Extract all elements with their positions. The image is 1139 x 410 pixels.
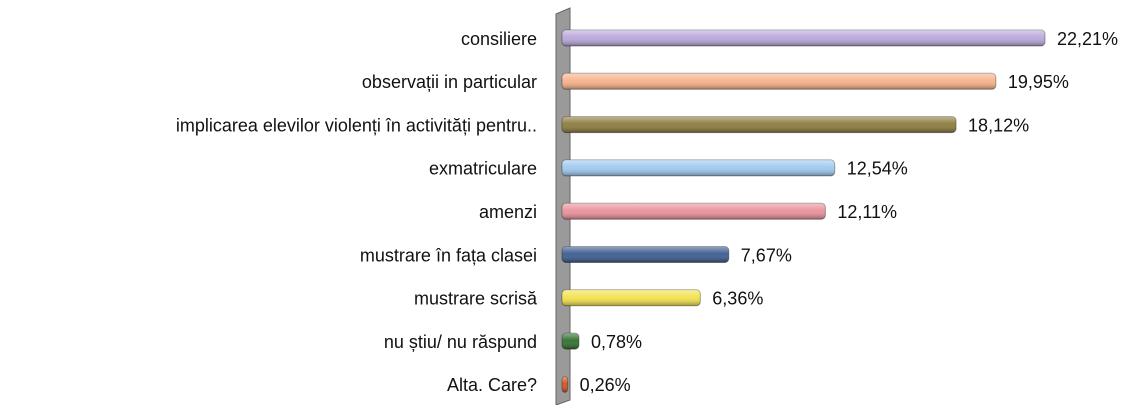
bar-shade xyxy=(562,73,996,90)
category-label: nu știu/ nu răspund xyxy=(384,332,537,352)
value-label: 0,78% xyxy=(591,332,642,352)
category-label: observații in particular xyxy=(362,72,537,92)
bar-shade xyxy=(562,376,568,393)
value-label: 12,54% xyxy=(847,159,908,179)
category-label: mustrare scrisă xyxy=(414,289,538,309)
bar-shade xyxy=(562,30,1045,46)
category-label: Alta. Care? xyxy=(447,375,537,395)
bar-shade xyxy=(562,159,835,176)
value-label: 12,11% xyxy=(837,202,897,222)
category-label: implicarea elevilor violenți în activită… xyxy=(176,115,537,135)
bar-shade xyxy=(562,203,826,220)
bar-shade xyxy=(562,246,729,263)
value-label: 19,95% xyxy=(1008,72,1069,92)
value-label: 0,26% xyxy=(580,375,631,395)
bar-shade xyxy=(562,333,579,350)
bar-shade xyxy=(562,116,957,133)
category-label: amenzi xyxy=(479,202,537,222)
value-label: 6,36% xyxy=(712,289,763,309)
category-label: mustrare în fața clasei xyxy=(360,245,537,265)
value-label: 18,12% xyxy=(968,115,1029,135)
category-label: consiliere xyxy=(461,29,537,49)
value-label: 7,67% xyxy=(741,245,792,265)
bar-shade xyxy=(562,289,701,306)
value-label: 22,21% xyxy=(1057,29,1118,49)
category-label: exmatriculare xyxy=(429,159,537,179)
